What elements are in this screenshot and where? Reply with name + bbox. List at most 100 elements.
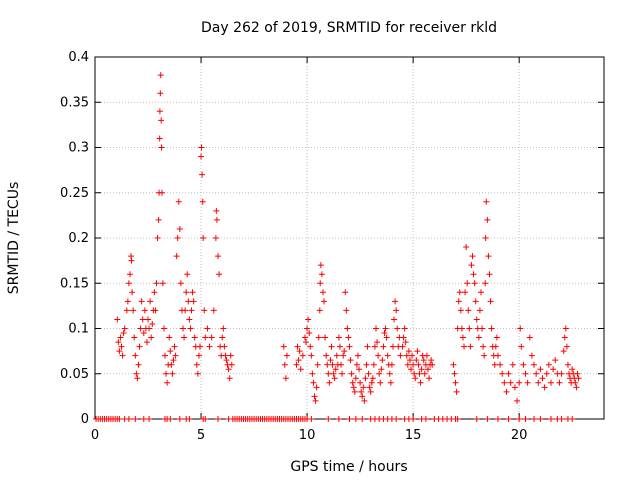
data-point (518, 343, 525, 350)
data-point (301, 334, 308, 341)
data-point (535, 379, 542, 386)
data-point (479, 325, 486, 332)
data-point (408, 366, 415, 373)
data-point (128, 257, 135, 264)
data-point (520, 361, 527, 368)
data-point (531, 416, 538, 422)
data-point (156, 108, 163, 115)
data-point (132, 352, 139, 359)
data-point (188, 307, 195, 314)
data-point (182, 307, 189, 314)
data-point (171, 343, 178, 350)
data-point (294, 343, 301, 350)
data-point (221, 343, 228, 350)
data-point (143, 339, 150, 346)
data-point (283, 352, 290, 359)
data-point (424, 366, 431, 373)
data-point (522, 416, 529, 422)
data-point (539, 375, 546, 382)
data-point (323, 352, 330, 359)
data-point (545, 361, 552, 368)
data-point (547, 379, 554, 386)
x-tick-label: 20 (511, 428, 528, 443)
data-point (473, 316, 480, 323)
data-point (118, 343, 125, 350)
data-point (199, 171, 206, 178)
data-point (454, 416, 461, 422)
data-point (484, 216, 491, 223)
data-point (464, 280, 471, 287)
data-point (563, 343, 570, 350)
data-point (129, 289, 136, 296)
data-point (375, 352, 382, 359)
data-point (484, 416, 491, 422)
data-point (280, 343, 287, 350)
data-point (213, 216, 220, 223)
data-point (181, 334, 188, 341)
data-point (215, 416, 222, 422)
data-point (314, 361, 321, 368)
data-point (550, 366, 557, 373)
data-point (140, 416, 147, 422)
data-point (503, 388, 510, 395)
data-point (208, 334, 215, 341)
data-point (371, 343, 378, 350)
y-tick-label: 0.25 (60, 186, 89, 201)
y-tick-label: 0.3 (68, 141, 89, 156)
data-point (357, 379, 364, 386)
data-point (148, 334, 155, 341)
data-point (412, 375, 419, 382)
y-tick-label: 0.4 (68, 50, 89, 65)
data-point (349, 379, 356, 386)
data-point (552, 357, 559, 364)
data-point (386, 370, 393, 377)
data-point (210, 307, 217, 314)
data-point (452, 379, 459, 386)
data-point (149, 320, 156, 327)
data-point (202, 416, 209, 422)
data-point (507, 379, 514, 386)
data-point (332, 366, 339, 373)
data-point (564, 361, 571, 368)
data-point (480, 343, 487, 350)
data-point (410, 416, 417, 422)
data-point (153, 280, 160, 287)
data-point (199, 198, 206, 205)
data-point (166, 334, 173, 341)
data-point (558, 370, 565, 377)
data-point (335, 334, 342, 341)
data-point (319, 289, 326, 296)
data-point (399, 343, 406, 350)
data-point (528, 352, 535, 359)
data-point (343, 307, 350, 314)
data-point (558, 416, 565, 422)
data-point (481, 352, 488, 359)
data-point (183, 289, 190, 296)
data-point (387, 379, 394, 386)
data-point (463, 244, 470, 251)
data-point (339, 370, 346, 377)
data-point (326, 379, 333, 386)
data-point (467, 343, 474, 350)
data-point (468, 262, 475, 269)
data-point (383, 334, 390, 341)
data-point (533, 370, 540, 377)
data-point (312, 397, 319, 404)
data-point (167, 348, 174, 355)
data-point (215, 253, 222, 260)
data-point (335, 416, 342, 422)
data-point (157, 72, 164, 79)
data-point (119, 352, 126, 359)
data-point (212, 235, 219, 241)
data-point (541, 384, 548, 391)
data-point (417, 379, 424, 386)
data-point (420, 357, 427, 364)
data-point (466, 325, 473, 332)
data-point (340, 352, 347, 359)
data-point (397, 352, 404, 359)
x-tick-label: 15 (405, 428, 422, 443)
data-point (130, 307, 137, 314)
data-point (216, 271, 223, 278)
data-point (186, 316, 193, 323)
data-point (461, 343, 468, 350)
